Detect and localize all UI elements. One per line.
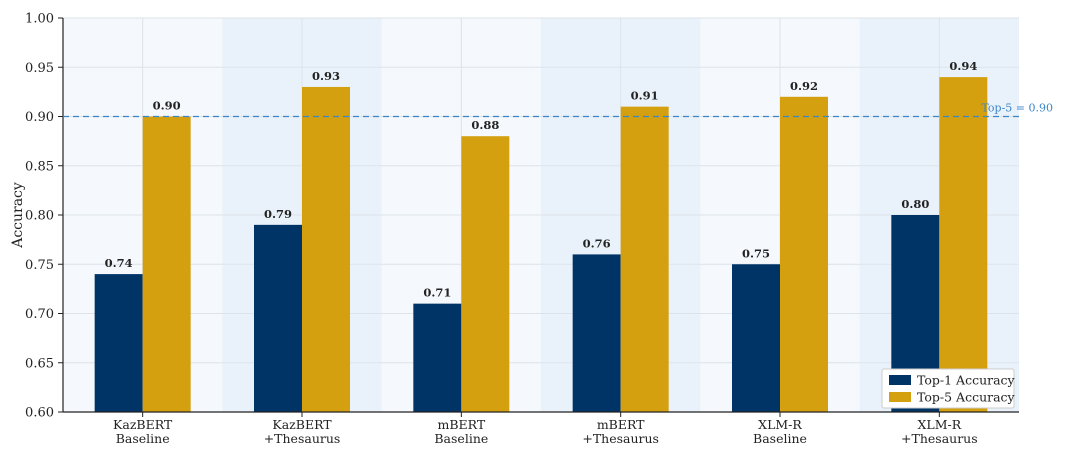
x-tick-label-line: +Thesaurus <box>901 431 978 446</box>
value-label: 0.90 <box>153 99 181 113</box>
bar-top5-1 <box>302 86 350 412</box>
y-tick-label: 0.70 <box>25 307 54 322</box>
value-label: 0.79 <box>264 207 292 221</box>
value-label: 0.76 <box>583 236 611 250</box>
legend-swatch-top1 <box>889 375 911 385</box>
value-label: 0.92 <box>790 79 818 93</box>
bar-top5-0 <box>142 116 191 412</box>
y-tick-label: 0.60 <box>25 406 54 421</box>
value-label: 0.94 <box>949 59 977 73</box>
bar-top5-5 <box>939 77 988 412</box>
x-tick-label: mBERT +Thesaurus <box>582 417 659 446</box>
legend-swatch-top5 <box>889 392 911 402</box>
reference-line-label: Top-5 = 0.90 <box>981 102 1053 115</box>
x-tick-label-line: mBERT <box>437 417 485 432</box>
x-tick-label-line: KazBERT <box>272 417 332 432</box>
bar-top1-2 <box>413 303 462 412</box>
bar-top5-3 <box>620 106 669 413</box>
x-tick-label: KazBERT +Thesaurus <box>264 417 341 446</box>
bar-top1-3 <box>572 254 621 412</box>
y-tick-label: 0.65 <box>25 356 54 371</box>
value-label: 0.88 <box>471 118 499 132</box>
value-label: 0.93 <box>312 69 340 83</box>
x-tick-label-line: +Thesaurus <box>582 431 659 446</box>
x-tick-label-line: +Thesaurus <box>264 431 341 446</box>
bar-top5-4 <box>780 96 828 413</box>
x-tick-label-line: KazBERT <box>113 417 173 432</box>
y-tick-label: 1.00 <box>25 12 54 27</box>
y-tick-label: 0.85 <box>25 159 54 174</box>
bar-top5-2 <box>461 136 510 412</box>
legend-label-top1: Top-1 Accuracy <box>917 373 1016 388</box>
bar-top1-1 <box>254 224 302 412</box>
x-tick-label-line: Baseline <box>116 431 170 446</box>
value-label: 0.80 <box>901 197 929 211</box>
y-tick-label: 0.95 <box>25 61 54 76</box>
value-label: 0.71 <box>423 286 451 300</box>
reference-line-group: Top-5 = 0.90 <box>63 102 1053 118</box>
axes: 0.60 0.65 0.70 0.75 0.80 0.85 0.90 0.95 1.00 KazB… <box>10 12 1019 446</box>
legend-box <box>881 368 1015 409</box>
bar-top1-0 <box>94 274 143 412</box>
value-label: 0.74 <box>105 256 133 270</box>
y-tick-label: 0.90 <box>25 110 54 125</box>
data-labels: 0.74 0.79 0.71 0.76 0.75 0.80 0.90 0.93 0.88 0.91… <box>105 59 978 300</box>
x-tick-label-line: XLM-R <box>758 417 802 432</box>
legend: Top-1 Accuracy Top-5 Accuracy <box>881 368 1016 409</box>
x-tick-label-line: XLM-R <box>918 417 962 432</box>
value-label: 0.75 <box>742 246 770 260</box>
y-tick-label: 0.75 <box>25 258 54 273</box>
y-tick-label: 0.80 <box>25 209 54 224</box>
legend-label-top5: Top-5 Accuracy <box>917 390 1016 405</box>
x-tick-label-line: Baseline <box>434 431 488 446</box>
x-tick-label: mBERT Baseline <box>434 417 488 446</box>
y-axis-title: Accuracy <box>10 182 26 249</box>
value-label: 0.91 <box>631 89 659 103</box>
x-tick-label-line: Baseline <box>753 431 807 446</box>
x-tick-label: XLM-R Baseline <box>753 417 807 446</box>
x-tick-label: XLM-R +Thesaurus <box>901 417 978 446</box>
x-tick-label: KazBERT Baseline <box>113 417 173 446</box>
bar-top1-4 <box>732 264 780 412</box>
bars <box>94 77 988 413</box>
x-tick-label-line: mBERT <box>597 417 645 432</box>
